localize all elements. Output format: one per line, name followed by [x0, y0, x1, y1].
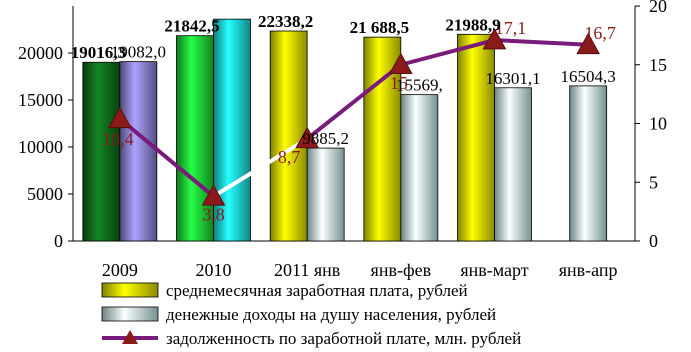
debt-point-marker: [388, 52, 413, 75]
income-bar: [494, 87, 532, 242]
legend-label-salary: среднемесячная заработная плата, рублей: [166, 281, 468, 300]
debt-value-label: 16,7: [584, 23, 616, 43]
income-bar: [119, 61, 158, 242]
right-tick-label: 0: [649, 231, 658, 251]
debt-value-label: 3,8: [202, 204, 225, 224]
category-label: 2009: [102, 260, 138, 280]
salary-value-label: 21842,5: [164, 17, 219, 36]
category-label: янв-фев: [371, 260, 432, 280]
salary-value-label: 21988,9: [445, 15, 500, 34]
salary-bar: [457, 33, 495, 242]
income-value-label: 19082,0: [111, 43, 166, 62]
legend-label-income: денежные доходы на душу населения, рубле…: [166, 305, 496, 324]
salary-bar: [269, 30, 308, 242]
category-label: янв-март: [460, 260, 528, 280]
debt-point-marker: [107, 106, 132, 129]
income-bar: [569, 85, 608, 242]
bars: [82, 18, 608, 242]
salary-value-label: 21 688,5: [350, 18, 410, 37]
left-tick-label: 5000: [27, 184, 63, 204]
left-tick-label: 20000: [18, 43, 63, 63]
salary-value-label: 19016,3: [71, 43, 126, 62]
right-tick-label: 10: [649, 114, 667, 134]
salary-value-label: 22338,2: [258, 12, 313, 31]
legend-swatch-income: [101, 306, 159, 322]
debt-value-label: 10,4: [102, 129, 134, 149]
debt-line-segment: [117, 116, 216, 199]
legend-swatch-salary: [101, 282, 159, 298]
right-tick-label: 20: [649, 0, 667, 16]
income-value-label: 9885,2: [302, 129, 349, 148]
debt-line-series: 10,4 3,8 8,7 15 17,1 16,7: [102, 18, 616, 224]
salary-bar: [82, 61, 121, 242]
category-label: янв-апр: [559, 260, 618, 280]
debt-line-segment: [492, 38, 591, 47]
debt-line-segment: [305, 62, 403, 141]
right-tick-label: 15: [649, 55, 667, 75]
income-value-label: 16301,1: [485, 69, 540, 88]
legend: среднемесячная заработная плата, рублей д…: [101, 281, 521, 348]
debt-line-segment: [211, 136, 310, 199]
income-value-label: 15569,: [396, 76, 443, 95]
category-label: 2010: [196, 260, 232, 280]
category-label: 2011 янв: [274, 260, 340, 280]
debt-value-label: 17,1: [495, 18, 527, 38]
debt-point-marker: [201, 184, 226, 206]
salary-bar: [176, 35, 214, 242]
debt-line-segment: [398, 38, 497, 67]
debt-value-label: 15: [390, 73, 408, 93]
left-tick-label: 15000: [18, 90, 63, 110]
right-tick-label: 5: [649, 172, 658, 192]
income-bar: [400, 94, 439, 242]
income-value-label: 16504,3: [561, 67, 616, 86]
legend-label-debt: задолженность по заработной плате, млн. …: [166, 329, 521, 348]
debt-point-marker: [295, 126, 320, 149]
debt-value-label: 8,7: [278, 147, 301, 167]
legend-swatch-debt-marker: [122, 330, 138, 344]
debt-point-marker: [576, 32, 601, 55]
left-tick-label: 10000: [18, 137, 63, 157]
left-tick-label: 0: [54, 231, 63, 251]
income-bar: [306, 147, 345, 242]
axes: 0 5000 10000 15000 20000 0 5 10 15 20 2009 2010 2011…: [18, 0, 667, 280]
debt-point-marker: [482, 28, 507, 50]
